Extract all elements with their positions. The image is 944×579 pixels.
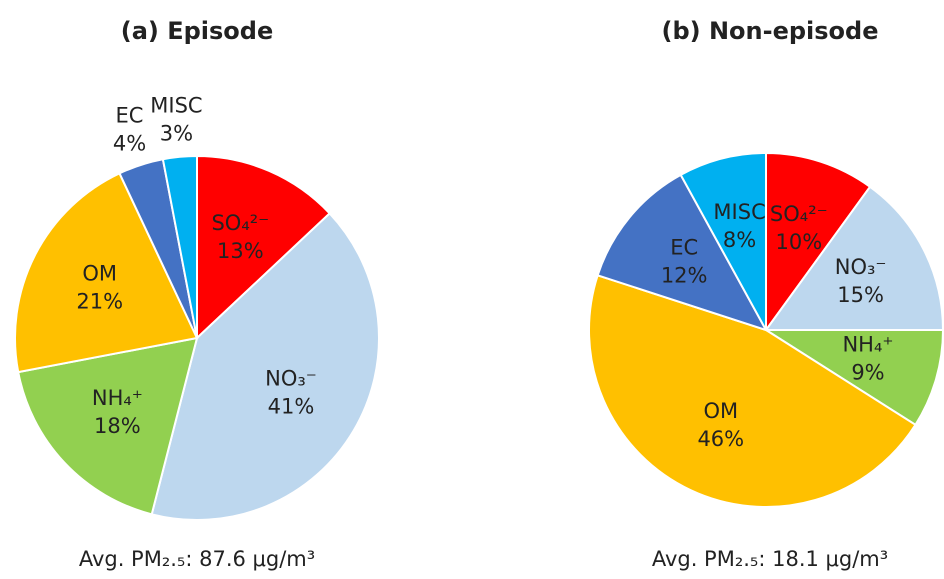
pie-slice xyxy=(14,171,199,374)
chart-title: (a) Episode xyxy=(121,17,274,45)
slice-name: OM xyxy=(703,399,738,423)
slice-value-label: 12% xyxy=(661,263,708,287)
slice-name: MISC xyxy=(713,200,765,224)
slice-value-label: 41% xyxy=(268,395,315,419)
slice-value-label: 10% xyxy=(775,230,822,254)
slice-name: NO₃⁻ xyxy=(265,367,317,391)
slice-value-label: 3% xyxy=(160,122,193,146)
slice-name: EC xyxy=(670,235,698,259)
pie-slice xyxy=(161,154,198,339)
slice-name: NO₃⁻ xyxy=(835,255,887,279)
pie-slice xyxy=(150,211,380,521)
slice-value-label: 13% xyxy=(217,239,264,263)
pie-slice xyxy=(762,329,944,427)
pie-slice xyxy=(596,173,769,332)
slice-value-label: 21% xyxy=(76,289,123,313)
slice-name: NH₄⁺ xyxy=(92,386,143,410)
slice-name: OM xyxy=(82,261,117,285)
pie-slice xyxy=(764,185,944,331)
slice-value-label: 46% xyxy=(697,427,744,451)
footnote: Avg. PM₂.₅: 18.1 μg/m³ xyxy=(652,547,888,571)
pie-slice xyxy=(679,151,767,331)
pie-slice xyxy=(588,274,917,508)
footnote: Avg. PM₂.₅: 87.6 μg/m³ xyxy=(79,547,315,571)
slice-name: SO₄²⁻ xyxy=(211,211,269,235)
pie-slice xyxy=(17,336,199,516)
slice-name: SO₄²⁻ xyxy=(770,202,828,226)
slice-name: NH₄⁺ xyxy=(842,333,893,357)
slice-name: MISC xyxy=(150,94,202,118)
slice-name: EC xyxy=(116,103,144,127)
pie-slice xyxy=(196,154,332,341)
slice-value-label: 8% xyxy=(723,228,756,252)
slice-value-label: 4% xyxy=(113,131,146,155)
slice-value-label: 15% xyxy=(837,283,884,307)
slice-value-label: 9% xyxy=(851,361,884,385)
slice-value-label: 18% xyxy=(94,414,141,438)
chart-title: (b) Non-episode xyxy=(661,17,878,45)
pie-slice xyxy=(765,151,872,334)
